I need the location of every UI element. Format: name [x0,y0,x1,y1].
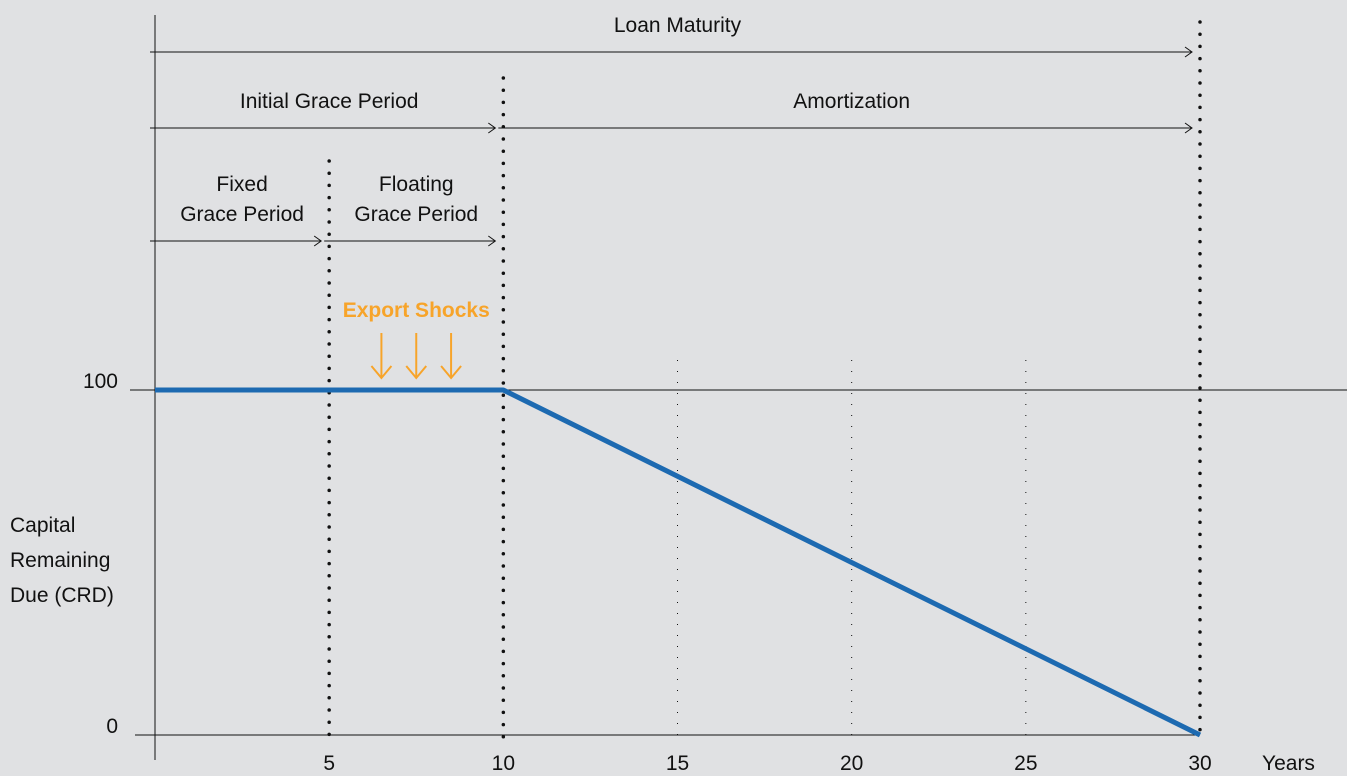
line-series [155,387,1202,738]
x-tick-label: 20 [840,752,863,775]
x-tick-label: 15 [666,752,689,775]
y-axis-label: Remaining [10,549,110,572]
x-tick-label: 25 [1014,752,1037,775]
span-arrowhead [1184,46,1193,58]
span-label: Floating [379,173,454,196]
y-axis-label: Due (CRD) [10,584,114,607]
span-label: Grace Period [354,203,478,226]
span-label: Initial Grace Period [240,90,419,113]
shock-arrowhead [405,365,428,380]
x-axis-label: Years [1262,752,1315,775]
y-tick-label: 100 [83,370,118,393]
shock-label: Export Shocks [343,299,490,322]
x-tick-label: 10 [492,752,515,775]
shock-arrowhead [440,365,462,380]
x-tick-label: 30 [1188,752,1211,775]
x-tick-label: 5 [323,752,335,775]
span-label: Grace Period [180,203,304,226]
shock-arrowhead [370,365,393,380]
span-label: Fixed [216,173,267,196]
span-label: Loan Maturity [614,14,742,37]
span-arrowhead [488,235,497,247]
y-tick-label: 0 [106,715,118,738]
span-arrowhead [313,235,323,247]
span-arrowhead [1184,122,1193,134]
span-label: Amortization [793,90,910,113]
span-arrowhead [488,122,497,134]
y-axis-label: Capital [10,514,75,537]
